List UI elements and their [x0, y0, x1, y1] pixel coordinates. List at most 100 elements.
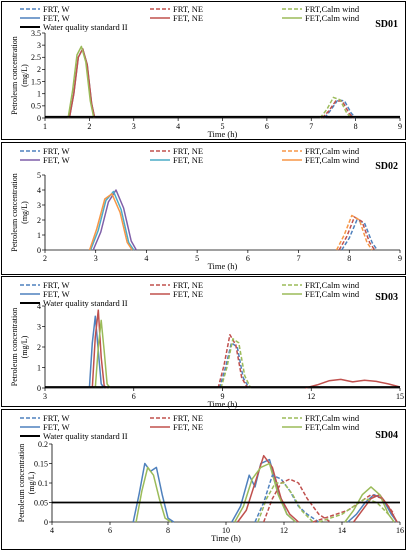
legend-entry: FET, W: [20, 13, 70, 23]
legend-label: FET, NE: [173, 422, 203, 432]
panel-sd04: FRT, W FRT, NE FRT,Calm wind FET, W FET, NE F…: [1, 409, 406, 550]
legend-entry: FRT, NE: [150, 146, 203, 156]
x-tick-label: 8: [347, 254, 351, 263]
x-tick-label: 6: [246, 254, 250, 263]
x-tick-label: 5: [221, 122, 225, 131]
x-tick-label: 3: [132, 122, 136, 131]
legend-label: FRT,Calm wind: [305, 146, 360, 156]
legend-entry: FRT,Calm wind: [282, 280, 360, 290]
series-line: [338, 216, 376, 251]
y-tick-label: 0: [44, 518, 48, 527]
legend-label: Water quality standard II: [43, 22, 128, 32]
y-tick-label: 0.2: [38, 440, 48, 449]
panel-border: [1, 1, 406, 140]
series-line: [341, 219, 378, 251]
legend-label: FET,Calm wind: [305, 289, 360, 299]
legend-label: FRT, NE: [173, 146, 203, 156]
legend-entry: FET,Calm wind: [282, 13, 360, 23]
x-tick-label: 3: [43, 392, 47, 401]
x-tick-label: 6: [132, 392, 136, 401]
panel-label: SD03: [375, 292, 398, 303]
y-tick-label: 1.5: [31, 77, 41, 86]
x-tick-label: 3: [94, 254, 98, 263]
series-line: [220, 338, 252, 389]
legend-entry: FRT, W: [20, 146, 70, 156]
x-tick-label: 6: [108, 526, 112, 535]
series-line: [236, 454, 300, 523]
legend-entry: FRT,Calm wind: [282, 413, 360, 423]
legend-label: FRT, NE: [173, 413, 203, 423]
panel-sd02: FRT, W FRT, NE FRT,Calm wind FET, W FET, NE F…: [1, 142, 406, 275]
x-axis-label: Time (h): [211, 533, 241, 543]
y-tick-label: 5: [37, 171, 41, 180]
legend-entry: FRT, W: [20, 413, 70, 423]
legend-entry: FET, W: [20, 289, 70, 299]
y-tick-label: 0: [37, 114, 41, 123]
legend-entry: Water quality standard II: [20, 298, 128, 308]
series-line: [94, 319, 111, 389]
y-tick-label: 2: [37, 216, 41, 225]
x-tick-label: 4: [144, 254, 148, 263]
legend-label: FRT, W: [43, 146, 70, 156]
legend-entry: FET,Calm wind: [282, 422, 360, 432]
y-tick-label: 2.5: [31, 53, 41, 62]
x-tick-label: 8: [354, 122, 358, 131]
legend-label: FET, W: [43, 422, 70, 432]
x-tick-label: 14: [338, 526, 346, 535]
x-tick-label: 12: [280, 526, 288, 535]
y-tick-label: 3: [37, 201, 41, 210]
panel-border: [1, 276, 406, 407]
legend-entry: FRT, W: [20, 4, 70, 14]
y-tick-label: 3: [37, 322, 41, 331]
series-line: [92, 189, 137, 251]
y-axis-label: Petroleum concentration(mg/L): [10, 36, 29, 114]
legend-label: FET, W: [43, 13, 70, 23]
legend-entry: FET,Calm wind: [282, 289, 360, 299]
legend-label: FET,Calm wind: [305, 422, 360, 432]
y-tick-label: 0: [37, 246, 41, 255]
series-line: [321, 100, 354, 119]
y-tick-label: 2: [37, 65, 41, 74]
x-tick-label: 10: [222, 526, 230, 535]
x-tick-label: 5: [195, 254, 199, 263]
legend-entry: FET, NE: [150, 155, 203, 165]
legend-label: Water quality standard II: [43, 298, 128, 308]
series-line: [132, 462, 175, 523]
x-tick-label: 15: [396, 392, 404, 401]
series-line: [335, 214, 373, 251]
panel-label: SD02: [375, 161, 398, 172]
series-line: [254, 474, 320, 523]
y-tick-label: 2: [37, 343, 41, 352]
legend-label: Water quality standard II: [43, 431, 128, 441]
y-tick-label: 1: [37, 90, 41, 99]
legend-entry: FRT, W: [20, 280, 70, 290]
legend-label: FRT, NE: [173, 280, 203, 290]
x-axis-label: Time (h): [208, 129, 238, 139]
x-tick-label: 8: [166, 526, 170, 535]
x-tick-label: 4: [176, 122, 180, 131]
legend-entry: FET, NE: [150, 422, 203, 432]
y-axis-label: Petroleum concentration(mg/L): [10, 308, 29, 386]
legend-label: FRT, W: [43, 4, 70, 14]
series-line: [218, 342, 250, 389]
x-tick-label: 1: [43, 122, 47, 131]
legend-entry: FET,Calm wind: [282, 155, 360, 165]
legend-entry: FET, W: [20, 155, 70, 165]
legend-label: FET,Calm wind: [305, 155, 360, 165]
y-axis-label: Petroleum concentration(mg/L): [17, 444, 36, 522]
legend-label: FET, W: [43, 155, 70, 165]
series-line: [88, 315, 105, 389]
legend-entry: FRT, NE: [150, 280, 203, 290]
y-tick-label: 0.1: [38, 479, 48, 488]
x-tick-label: 16: [396, 526, 404, 535]
legend-entry: Water quality standard II: [20, 22, 128, 32]
legend-entry: FET, NE: [150, 13, 203, 23]
y-tick-label: 0.05: [34, 498, 48, 507]
series-line: [135, 466, 172, 523]
legend-label: FET, NE: [173, 13, 203, 23]
y-axis-label: Petroleum concentration(mg/L): [10, 173, 29, 251]
x-tick-label: 7: [297, 254, 301, 263]
legend-label: FRT, W: [43, 280, 70, 290]
legend-label: FET, W: [43, 289, 70, 299]
x-tick-label: 6: [265, 122, 269, 131]
